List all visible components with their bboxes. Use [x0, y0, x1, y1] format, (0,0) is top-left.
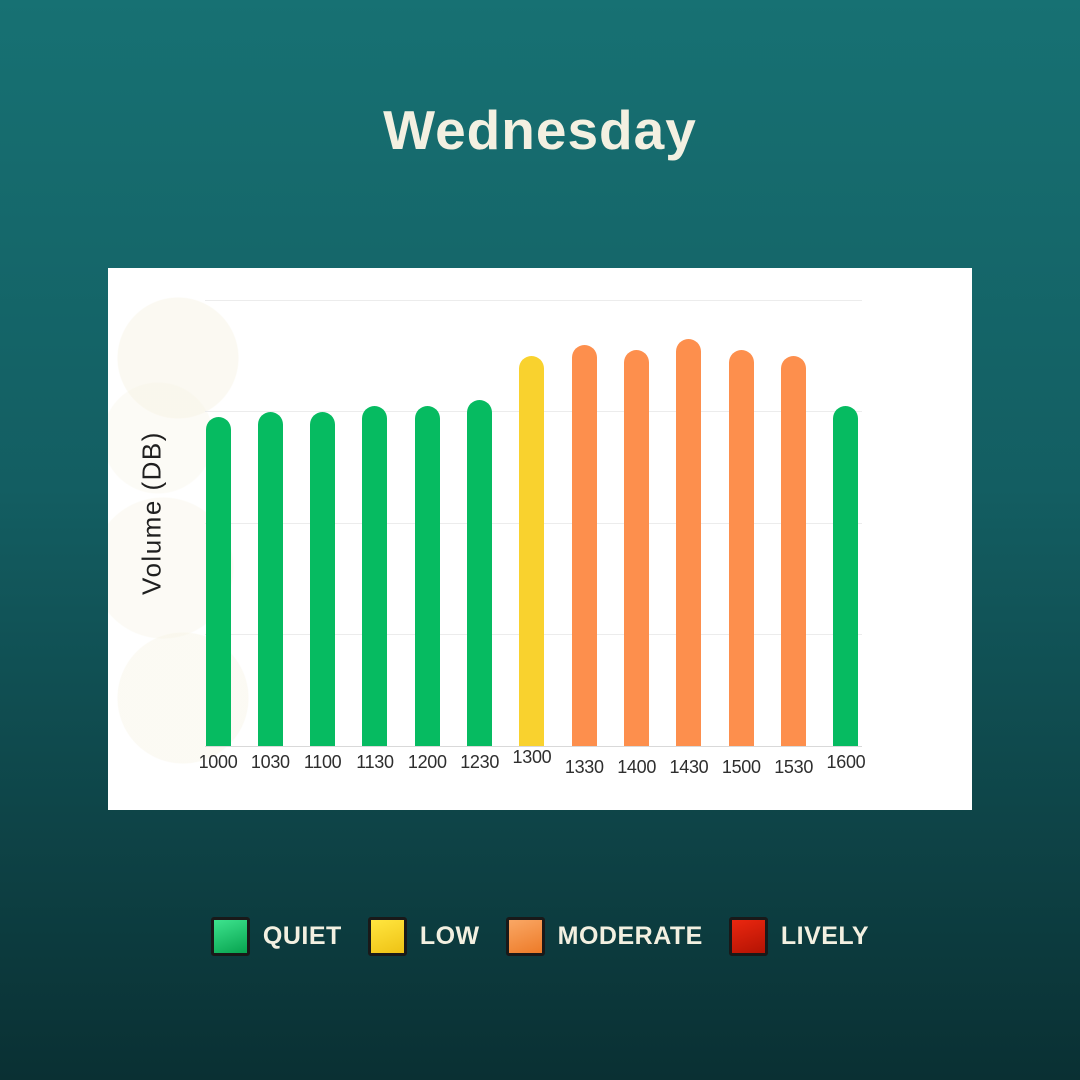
- x-tick-1600: 1600: [826, 752, 866, 772]
- x-tick-1500: 1500: [721, 757, 761, 777]
- bar-1000: [205, 417, 231, 746]
- legend-item-low: LOW: [367, 917, 480, 956]
- gridline: [205, 299, 862, 301]
- bar-1230: [467, 400, 493, 746]
- bar-1030: [257, 411, 283, 746]
- bar-1500: [728, 350, 754, 746]
- legend-label-moderate: MODERATE: [557, 922, 703, 950]
- legend-swatch-low-icon: [367, 917, 407, 956]
- x-tick-1300: 1300: [512, 747, 552, 767]
- legend: QUIET LOW MODERATE LIVELY: [0, 917, 1080, 956]
- x-tick-1130: 1130: [356, 752, 394, 772]
- x-tick-1230: 1230: [460, 752, 500, 772]
- legend-swatch-moderate-icon: [505, 917, 545, 956]
- x-tick-1400: 1400: [617, 757, 657, 777]
- page-title: Wednesday: [383, 99, 697, 161]
- x-tick-1200: 1200: [407, 752, 447, 772]
- bar-1430: [676, 339, 702, 746]
- legend-item-lively: LIVELY: [728, 917, 870, 956]
- legend-label-quiet: QUIET: [262, 922, 342, 950]
- legend-item-quiet: QUIET: [210, 917, 342, 956]
- bar-1300: [519, 355, 545, 746]
- x-tick-1430: 1430: [669, 757, 709, 777]
- x-tick-1330: 1330: [564, 757, 604, 777]
- chart-card: Volume (DB) 1000 1030 1100 1130 1200 1230 1300…: [108, 268, 972, 810]
- x-axis-tick-labels: 1000 1030 1100 1130 1200 1230 1300 1330 1400 1430…: [199, 747, 866, 782]
- bar-1530: [781, 355, 807, 746]
- legend-label-lively: LIVELY: [780, 922, 870, 950]
- x-tick-1530: 1530: [774, 757, 814, 777]
- legend-swatch-lively-icon: [728, 917, 768, 956]
- x-tick-1000: 1000: [198, 752, 238, 772]
- bar-1130: [362, 405, 388, 746]
- legend-item-moderate: MODERATE: [505, 917, 703, 956]
- x-axis-line: [205, 745, 862, 747]
- x-tick-1030: 1030: [250, 752, 290, 772]
- bar-1100: [310, 411, 336, 746]
- bar-1330: [571, 344, 597, 746]
- legend-swatch-quiet-icon: [210, 917, 250, 956]
- y-axis-label: Volume (DB): [136, 431, 167, 595]
- x-tick-1100: 1100: [303, 752, 342, 772]
- bar-1400: [624, 350, 650, 746]
- bar-1200: [414, 405, 440, 746]
- plot-area: [205, 299, 862, 747]
- bar-1600: [833, 405, 859, 746]
- legend-label-low: LOW: [419, 922, 480, 950]
